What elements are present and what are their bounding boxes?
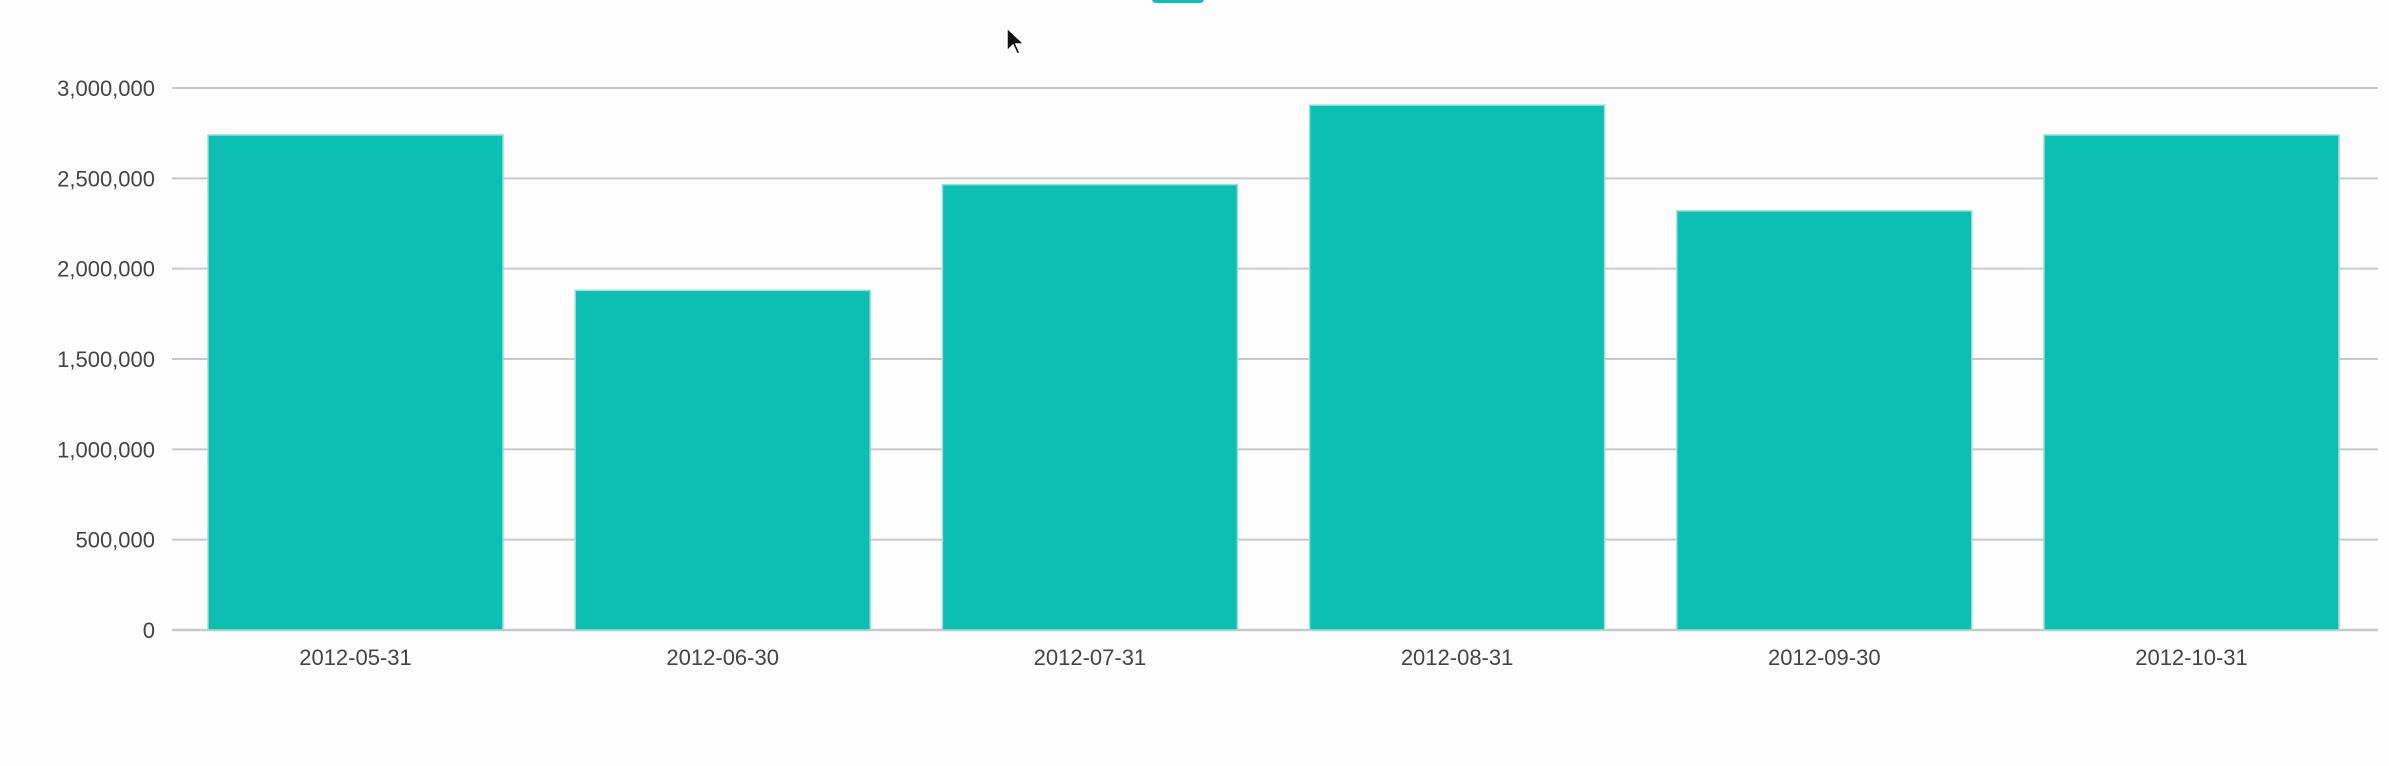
y-tick-label: 500,000 [75, 528, 155, 553]
bar-2012-07-31[interactable] [941, 183, 1239, 631]
x-tick-label: 2012-10-31 [2135, 645, 2248, 670]
y-tick-label: 1,500,000 [57, 347, 155, 372]
mouse-pointer-icon [1006, 27, 1026, 55]
bar-2012-08-31[interactable] [1308, 104, 1606, 631]
x-tick-label: 2012-08-31 [1401, 645, 1514, 670]
bar-2012-09-30[interactable] [1676, 210, 1973, 631]
y-tick-label: 2,000,000 [57, 257, 155, 282]
bars [207, 104, 2340, 631]
x-tick-label: 2012-09-30 [1768, 645, 1881, 670]
x-tick-label: 2012-06-30 [666, 645, 779, 670]
bar-2012-05-31[interactable] [207, 134, 504, 631]
bar-2012-10-31[interactable] [2043, 134, 2340, 631]
legend-swatch[interactable] [1152, 0, 1204, 3]
y-tick-label: 1,000,000 [57, 437, 155, 462]
y-axis-ticks: 0 500,000 1,000,000 1,500,000 2,000,000 2,500… [57, 76, 155, 643]
y-tick-label: 0 [143, 618, 155, 643]
gridlines [172, 87, 2378, 632]
x-tick-label: 2012-07-31 [1034, 645, 1147, 670]
bar-2012-06-30[interactable] [574, 289, 871, 631]
y-tick-label: 3,000,000 [57, 76, 155, 101]
y-tick-label: 2,500,000 [57, 166, 155, 191]
x-tick-label: 2012-05-31 [299, 645, 412, 670]
x-axis-ticks: 2012-05-31 2012-06-30 2012-07-31 2012-08-31… [299, 645, 2248, 670]
